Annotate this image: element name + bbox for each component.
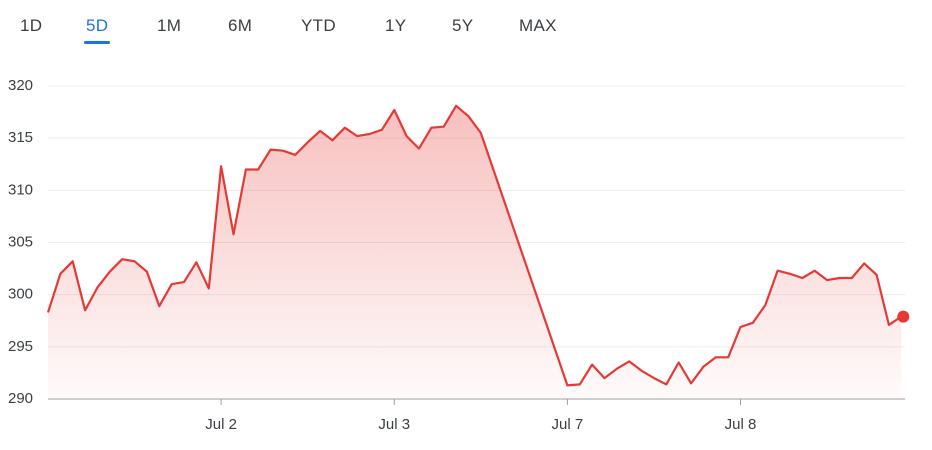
chart: 290 295 300 305 310 315 320 Jul 2 Jul 3 Jul 7 Jul … [8, 77, 910, 433]
x-tick-label: Jul 8 [725, 416, 757, 433]
range-tab[interactable]: 1Y [385, 16, 407, 35]
range-tab[interactable]: 1M [157, 16, 182, 35]
y-tick-label: 295 [8, 338, 33, 355]
x-tick-label: Jul 2 [205, 416, 237, 433]
y-tick-label: 300 [8, 286, 33, 303]
y-tick-label: 305 [8, 233, 33, 250]
range-tab[interactable]: 5D [83, 16, 111, 44]
range-tab[interactable]: YTD [301, 16, 336, 35]
range-tab[interactable]: 6M [228, 16, 253, 35]
range-tab[interactable]: MAX [519, 16, 557, 35]
range-tab[interactable]: 1D [20, 16, 43, 35]
area-fill [48, 105, 902, 400]
price-line [46, 104, 902, 387]
y-tick-label: 320 [8, 77, 33, 94]
x-tick-label: Jul 3 [378, 416, 410, 433]
y-tick-label: 310 [8, 181, 33, 198]
range-tabs: 1D 5D 1M 6M YTD 1Y 5Y MAX [0, 0, 932, 50]
y-tick-label: 315 [8, 129, 33, 146]
last-point [897, 310, 910, 323]
x-tick-label: Jul 7 [552, 416, 584, 433]
range-tab[interactable]: 5Y [452, 16, 474, 35]
y-tick-label: 290 [8, 390, 33, 407]
